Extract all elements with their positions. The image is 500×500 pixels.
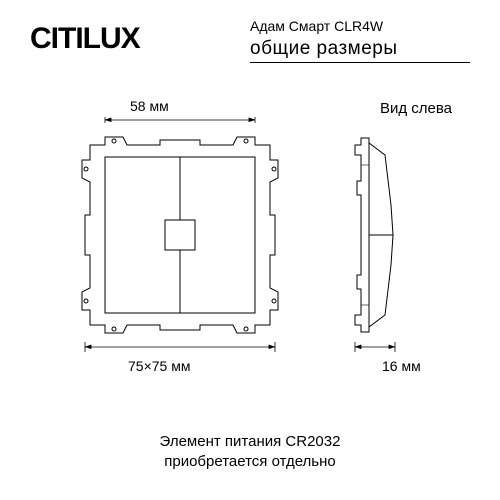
side-dim-line <box>355 342 395 352</box>
top-dim-line <box>105 117 255 123</box>
dimension-top: 58 мм <box>130 98 169 114</box>
side-view <box>355 138 393 332</box>
technical-drawing <box>45 115 455 365</box>
footnote-line-2: приобретается отдельно <box>0 453 500 470</box>
front-view <box>82 137 278 333</box>
product-name: Адам Смарт CLR4W <box>250 18 383 34</box>
brand-logo: CITILUX <box>30 22 140 56</box>
bottom-dim-line <box>85 342 275 352</box>
subtitle: общие размеры <box>250 38 398 60</box>
header-divider <box>250 62 470 63</box>
footnote-line-1: Элемент питания CR2032 <box>0 433 500 450</box>
